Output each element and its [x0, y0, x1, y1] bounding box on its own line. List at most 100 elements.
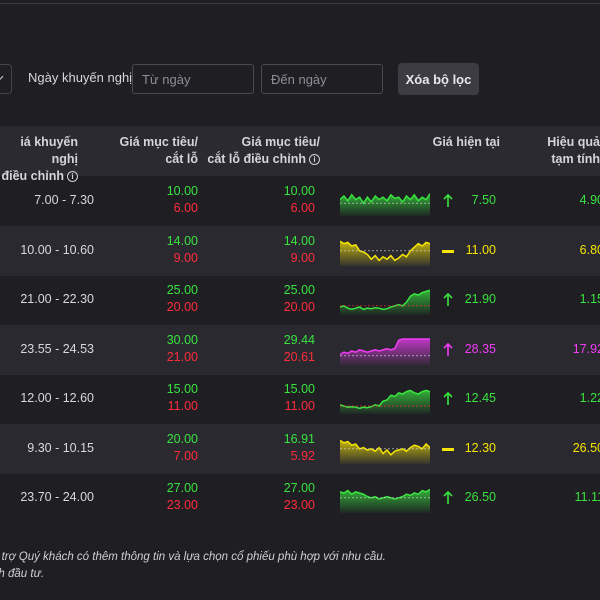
header-performance: Hiệu quả tạm tính — [547, 134, 600, 168]
stop-loss-price-adjusted: 23.00 — [283, 498, 315, 512]
table-header: iá khuyến nghị điều chỉnh i Giá mục tiêu/… — [0, 126, 600, 183]
stop-loss-price: 21.00 — [166, 349, 198, 364]
current-price: 7.50 — [471, 193, 496, 207]
table-row[interactable]: 21.00 - 22.30 25.00 20.00 25.00 20.00 21.90 1.… — [0, 275, 600, 325]
header-target-adjusted: Giá mục tiêu/ cắt lỗ điều chỉnh i — [207, 134, 320, 168]
target-price: 25.00 — [166, 283, 198, 297]
header-target-line2: cắt lỗ — [165, 152, 198, 166]
table-row[interactable]: 23.55 - 24.53 30.00 21.00 29.44 20.61 28.35 17… — [0, 324, 600, 375]
info-icon[interactable]: i — [309, 154, 320, 165]
target-price-adjusted: 15.00 — [283, 382, 315, 396]
range-cell: 23.55 - 24.53 — [20, 341, 94, 356]
target-price-adjusted: 27.00 — [283, 481, 315, 495]
target-price: 27.00 — [166, 481, 198, 495]
range-cell: 7.00 - 7.30 — [34, 193, 94, 207]
header-target-adj-line1: Giá mục tiêu/ — [241, 135, 321, 149]
stop-loss-price-adjusted: 11.00 — [284, 399, 315, 413]
sparkline-area — [340, 240, 430, 266]
header-perf-line2: tạm tính — [551, 152, 600, 166]
performance-value: 26.50 — [572, 440, 600, 455]
header-range-line1: iá khuyến nghị — [20, 135, 78, 166]
sparkline-chart — [340, 389, 430, 414]
table-row[interactable]: 7.00 - 7.30 10.00 6.00 10.00 6.00 7.50 4.90 — [0, 176, 600, 226]
stop-loss-price: 20.00 — [166, 300, 198, 314]
sparkline-chart — [340, 439, 430, 464]
performance-value: 17.92 — [572, 341, 600, 356]
header-range-line2: điều chỉnh — [1, 169, 65, 183]
current-price: 21.90 — [464, 292, 496, 306]
arrow-up-icon — [443, 490, 453, 504]
sparkline-chart — [340, 488, 430, 513]
performance-value: 6.80 — [579, 242, 600, 257]
header-range: iá khuyến nghị điều chỉnh i — [0, 134, 78, 185]
sparkline-chart — [340, 193, 430, 216]
stop-loss-price: 23.00 — [166, 498, 198, 512]
performance-value: 11.11 — [574, 490, 600, 504]
table-row[interactable]: 12.00 - 12.60 15.00 11.00 15.00 11.00 12.45 1.… — [0, 374, 600, 424]
sparkline-line — [340, 240, 430, 261]
sparkline-line — [340, 389, 430, 410]
flat-dash-icon — [442, 249, 454, 253]
header-target: Giá mục tiêu/ cắt lỗ — [120, 134, 199, 168]
range-cell: 21.00 - 22.30 — [20, 292, 94, 306]
target-price-adjusted: 25.00 — [283, 283, 315, 297]
current-price: 12.45 — [464, 391, 496, 405]
stop-loss-price: 11.00 — [167, 399, 198, 413]
range-cell: 12.00 - 12.60 — [20, 391, 94, 405]
sparkline-chart — [340, 240, 430, 266]
flat-dash-icon — [442, 447, 454, 451]
sparkline-area — [340, 489, 430, 513]
chevron-down-icon — [0, 71, 4, 82]
arrow-up-icon — [443, 193, 453, 207]
sparkline-line — [340, 488, 430, 500]
range-cell: 23.70 - 24.00 — [20, 490, 94, 504]
stop-loss-price-adjusted: 6.00 — [290, 201, 315, 215]
current-price: 28.35 — [464, 341, 496, 356]
performance-value: 1.15 — [579, 292, 600, 306]
header-target-adj-line2: cắt lỗ điều chỉnh — [207, 152, 306, 166]
target-price-adjusted: 29.44 — [283, 332, 315, 347]
stop-loss-price: 7.00 — [173, 448, 198, 463]
top-divider — [0, 3, 600, 4]
target-price-adjusted: 14.00 — [283, 233, 315, 248]
header-perf-line1: Hiệu quả — [547, 135, 600, 149]
sparkline-area — [340, 338, 430, 365]
footnote-line2: nh đầu tư. — [0, 568, 45, 580]
sparkline-line — [340, 439, 430, 456]
table-row[interactable]: 10.00 - 10.60 14.00 9.00 14.00 9.00 11.00 6.80 — [0, 225, 600, 276]
info-icon[interactable]: i — [67, 171, 78, 182]
target-price: 14.00 — [166, 233, 198, 248]
arrow-up-icon — [443, 342, 453, 356]
performance-value: 1.22 — [579, 391, 600, 405]
to-date-input[interactable] — [261, 64, 383, 94]
current-price: 26.50 — [464, 490, 496, 504]
header-target-line1: Giá mục tiêu/ — [119, 135, 199, 149]
sparkline-line — [340, 289, 430, 311]
target-price-adjusted: 16.91 — [283, 431, 315, 446]
range-cell: 10.00 - 10.60 — [20, 242, 94, 257]
stop-loss-price-adjusted: 20.00 — [283, 300, 315, 314]
table-row[interactable]: 23.70 - 24.00 27.00 23.00 27.00 23.00 26.50 11… — [0, 473, 600, 523]
stop-loss-price-adjusted: 9.00 — [290, 250, 315, 265]
filter-dropdown[interactable] — [0, 64, 12, 94]
target-price: 30.00 — [166, 332, 198, 347]
stop-loss-price-adjusted: 5.92 — [290, 448, 315, 463]
sparkline-line — [340, 337, 430, 355]
target-price: 10.00 — [166, 184, 198, 198]
arrow-up-icon — [443, 391, 453, 405]
sparkline-chart — [340, 289, 430, 315]
sparkline-chart — [340, 337, 430, 365]
recommend-date-label: Ngày khuyến nghị — [28, 70, 133, 85]
footnote-line1: ổ trợ Quý khách có thêm thông tin và lựa… — [0, 551, 386, 563]
target-price: 15.00 — [166, 382, 198, 396]
header-current-price: Giá hiện tại — [432, 135, 500, 149]
sparkline-area — [340, 193, 430, 216]
target-price-adjusted: 10.00 — [283, 184, 315, 198]
current-price: 11.00 — [465, 242, 496, 257]
from-date-input[interactable] — [132, 64, 254, 94]
stop-loss-price: 6.00 — [173, 201, 198, 215]
clear-filter-button[interactable]: Xóa bộ lọc — [398, 63, 479, 95]
table-row[interactable]: 9.30 - 10.15 20.00 7.00 16.91 5.92 12.30 26.50 — [0, 423, 600, 474]
sparkline-line — [340, 193, 430, 205]
stop-loss-price-adjusted: 20.61 — [283, 349, 315, 364]
